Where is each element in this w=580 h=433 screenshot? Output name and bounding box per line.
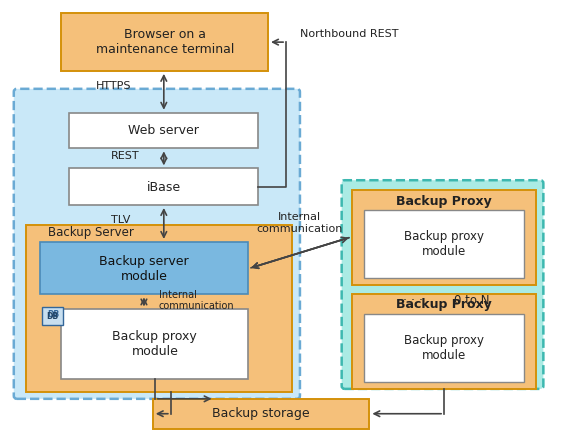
Text: · · ·: · · · [403, 294, 423, 307]
Text: Northbound REST: Northbound REST [300, 29, 398, 39]
Text: Backup proxy
module: Backup proxy module [404, 230, 484, 258]
Text: 0 to N: 0 to N [454, 294, 490, 307]
Text: Web server: Web server [128, 124, 200, 137]
Bar [364, 314, 524, 382]
Text: DB: DB [46, 312, 59, 321]
Bar [364, 210, 524, 278]
Text: Backup server
module: Backup server module [99, 255, 188, 283]
Text: Internal
communication: Internal communication [257, 212, 343, 234]
Text: HTTPS: HTTPS [96, 81, 132, 91]
FancyBboxPatch shape [14, 89, 300, 399]
Text: TLV: TLV [111, 215, 130, 225]
Text: Backup proxy
module: Backup proxy module [113, 330, 197, 358]
Text: Backup Server: Backup Server [48, 226, 134, 239]
Text: REST: REST [111, 152, 140, 162]
Bar [42, 307, 63, 325]
Text: Internal
communication: Internal communication [159, 290, 234, 311]
Bar [153, 399, 369, 429]
Text: DB: DB [48, 310, 60, 319]
FancyBboxPatch shape [342, 180, 543, 389]
Bar [39, 242, 248, 294]
Text: Backup Proxy: Backup Proxy [396, 298, 492, 311]
Bar [351, 190, 536, 284]
Text: iBase: iBase [147, 181, 181, 194]
Bar [70, 113, 258, 149]
Bar [26, 225, 292, 392]
Bar [61, 13, 268, 71]
Bar [61, 310, 248, 379]
Bar [351, 294, 536, 389]
Text: Backup proxy
module: Backup proxy module [404, 334, 484, 362]
Text: Backup Proxy: Backup Proxy [396, 194, 492, 207]
Text: Backup storage: Backup storage [212, 407, 310, 420]
Bar [70, 168, 258, 205]
Text: Browser on a
maintenance terminal: Browser on a maintenance terminal [96, 28, 234, 56]
